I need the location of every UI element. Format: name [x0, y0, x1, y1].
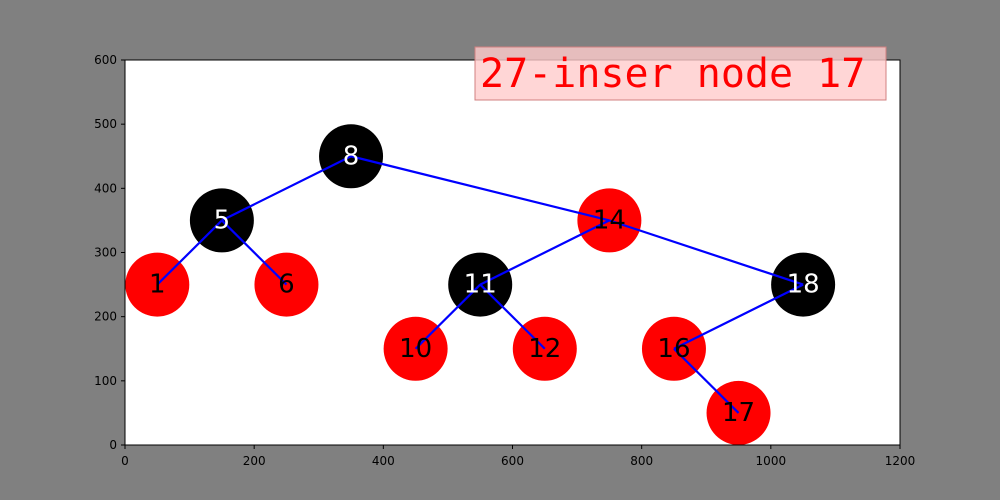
tree-edge-11-10: [414, 283, 481, 350]
y-tick-label: 500: [94, 117, 117, 131]
axes: 0 200 400 600 800 1000 1200 0 100 200 300 400 500 600: [94, 53, 915, 468]
tree-edge-8-5: [221, 155, 352, 222]
y-tick-label: 100: [94, 374, 117, 388]
node-label: 5: [214, 205, 231, 235]
node-label: 1: [149, 270, 166, 300]
y-tick-label: 400: [94, 181, 117, 195]
tree-edge-14-18: [609, 219, 804, 286]
x-tick-label: 1000: [756, 454, 787, 468]
tree-edge-8-14: [350, 155, 610, 222]
node-label: 14: [593, 205, 626, 235]
tree-edge-18-16: [673, 283, 804, 350]
node-label: 11: [464, 270, 497, 300]
x-tick-label: 800: [630, 454, 653, 468]
title-banner-box: [474, 46, 887, 101]
tree-edge-14-11: [479, 219, 610, 286]
y-tick-label: 0: [109, 438, 117, 452]
node-label: 10: [399, 334, 432, 364]
title-banner-text: 27-inser node 17: [480, 51, 865, 97]
x-tick-label: 400: [372, 454, 395, 468]
y-tick-label: 600: [94, 53, 117, 67]
tree-edge-5-6: [221, 219, 288, 286]
x-tick-label: 600: [501, 454, 524, 468]
node-label: 17: [722, 398, 755, 428]
y-tick-label: 200: [94, 310, 117, 324]
tree-edge-11-12: [479, 283, 546, 350]
x-tick-label: 0: [121, 454, 129, 468]
node-label: 18: [787, 270, 820, 300]
node-label: 16: [657, 334, 690, 364]
tree-edge-5-1: [156, 219, 223, 286]
y-tick-label: 300: [94, 246, 117, 260]
plot-area: [125, 60, 900, 445]
edge-layer: [156, 155, 804, 414]
node-label: 6: [278, 270, 295, 300]
x-tick-label: 1200: [885, 454, 916, 468]
node-label: 12: [528, 334, 561, 364]
node-label: 8: [343, 141, 360, 171]
title-banner: 27-inser node 17: [474, 46, 887, 101]
tree-edge-16-17: [673, 347, 740, 414]
x-tick-label: 200: [243, 454, 266, 468]
